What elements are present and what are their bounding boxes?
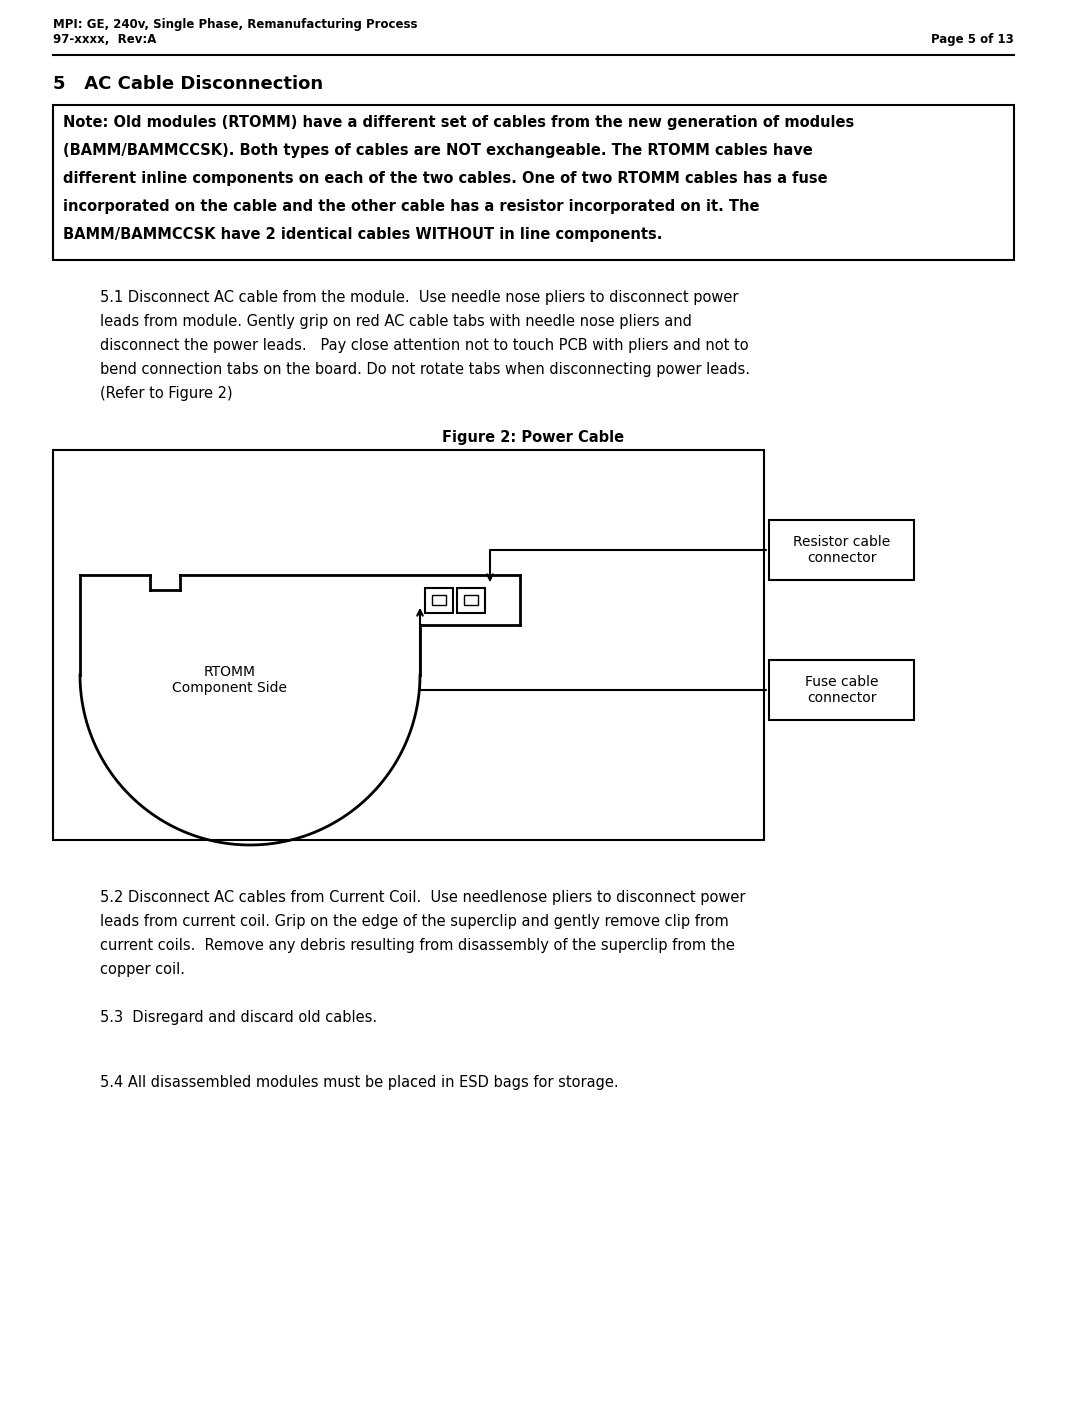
Text: Page 5 of 13: Page 5 of 13 bbox=[931, 34, 1014, 46]
Text: leads from module. Gently grip on red AC cable tabs with needle nose pliers and: leads from module. Gently grip on red AC… bbox=[100, 314, 691, 329]
Text: 5.3  Disregard and discard old cables.: 5.3 Disregard and discard old cables. bbox=[100, 1009, 377, 1025]
Text: bend connection tabs on the board. Do not rotate tabs when disconnecting power l: bend connection tabs on the board. Do no… bbox=[100, 362, 750, 378]
Bar bbox=[53, 451, 764, 840]
Text: incorporated on the cable and the other cable has a resistor incorporated on it.: incorporated on the cable and the other … bbox=[63, 199, 760, 213]
Text: 97-xxxx,  Rev:A: 97-xxxx, Rev:A bbox=[53, 34, 157, 46]
Text: copper coil.: copper coil. bbox=[100, 962, 185, 977]
Text: different inline components on each of the two cables. One of two RTOMM cables h: different inline components on each of t… bbox=[63, 171, 828, 185]
Text: 5   AC Cable Disconnection: 5 AC Cable Disconnection bbox=[53, 74, 323, 93]
Text: leads from current coil. Grip on the edge of the superclip and gently remove cli: leads from current coil. Grip on the edg… bbox=[100, 914, 729, 929]
Text: RTOMM
Component Side: RTOMM Component Side bbox=[173, 665, 287, 695]
Text: current coils.  Remove any debris resulting from disassembly of the superclip fr: current coils. Remove any debris resulti… bbox=[100, 938, 735, 953]
Text: 5.1 Disconnect AC cable from the module.  Use needle nose pliers to disconnect p: 5.1 Disconnect AC cable from the module.… bbox=[100, 291, 738, 305]
Text: 5.2 Disconnect AC cables from Current Coil.  Use needlenose pliers to disconnect: 5.2 Disconnect AC cables from Current Co… bbox=[100, 890, 746, 906]
Text: MPI: GE, 240v, Single Phase, Remanufacturing Process: MPI: GE, 240v, Single Phase, Remanufactu… bbox=[53, 18, 417, 31]
Bar bbox=[432, 595, 446, 605]
Text: Fuse cable
connector: Fuse cable connector bbox=[805, 675, 878, 705]
Bar bbox=[457, 587, 485, 612]
Text: disconnect the power leads.   Pay close attention not to touch PCB with pliers a: disconnect the power leads. Pay close at… bbox=[100, 338, 749, 352]
Text: BAMM/BAMMCCSK have 2 identical cables WITHOUT in line components.: BAMM/BAMMCCSK have 2 identical cables WI… bbox=[63, 227, 663, 241]
Text: (BAMM/BAMMCCSK). Both types of cables are NOT exchangeable. The RTOMM cables hav: (BAMM/BAMMCCSK). Both types of cables ar… bbox=[63, 143, 813, 159]
Bar bbox=[53, 105, 1014, 260]
Text: Figure 2: Power Cable: Figure 2: Power Cable bbox=[442, 430, 624, 445]
Text: Resistor cable
connector: Resistor cable connector bbox=[793, 535, 890, 564]
Bar bbox=[769, 660, 914, 720]
Bar bbox=[464, 595, 478, 605]
Text: 5.4 All disassembled modules must be placed in ESD bags for storage.: 5.4 All disassembled modules must be pla… bbox=[100, 1075, 619, 1090]
Bar bbox=[425, 587, 453, 612]
Bar bbox=[769, 519, 914, 580]
Text: (Refer to Figure 2): (Refer to Figure 2) bbox=[100, 386, 233, 402]
Text: Note: Old modules (RTOMM) have a different set of cables from the new generation: Note: Old modules (RTOMM) have a differe… bbox=[63, 115, 855, 131]
